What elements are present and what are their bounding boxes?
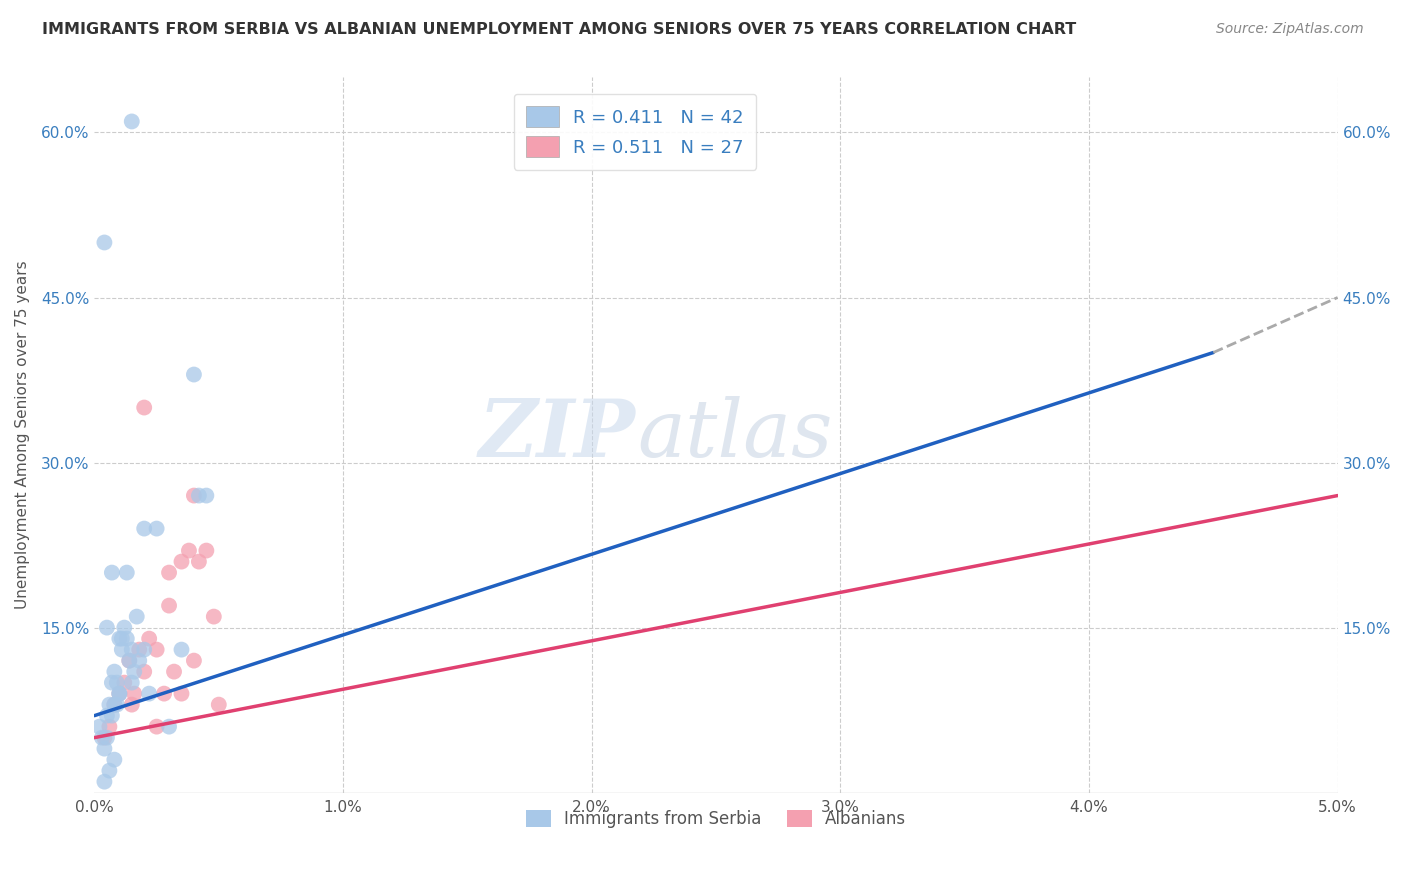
Point <box>153 687 176 701</box>
Point <box>101 675 124 690</box>
Point <box>134 522 156 536</box>
Point <box>157 566 180 580</box>
Point <box>96 731 118 745</box>
Point <box>195 489 218 503</box>
Point <box>105 675 128 690</box>
Point <box>208 698 231 712</box>
Point <box>98 720 121 734</box>
Point <box>177 543 200 558</box>
Point <box>93 741 115 756</box>
Point <box>128 642 150 657</box>
Point <box>96 621 118 635</box>
Point <box>112 675 135 690</box>
Point <box>98 698 121 712</box>
Text: Source: ZipAtlas.com: Source: ZipAtlas.com <box>1216 22 1364 37</box>
Point <box>118 654 141 668</box>
Point <box>122 665 145 679</box>
Point <box>111 632 134 646</box>
Point <box>93 731 115 745</box>
Point <box>145 720 167 734</box>
Point <box>183 654 205 668</box>
Point <box>157 599 180 613</box>
Point <box>187 555 209 569</box>
Point <box>108 687 131 701</box>
Point <box>103 698 125 712</box>
Point <box>202 609 225 624</box>
Point <box>118 654 141 668</box>
Point <box>108 687 131 701</box>
Point <box>157 720 180 734</box>
Y-axis label: Unemployment Among Seniors over 75 years: Unemployment Among Seniors over 75 years <box>15 260 30 609</box>
Point <box>195 543 218 558</box>
Point <box>121 698 143 712</box>
Point <box>170 642 193 657</box>
Point <box>103 698 125 712</box>
Point <box>105 698 128 712</box>
Point <box>121 114 143 128</box>
Text: IMMIGRANTS FROM SERBIA VS ALBANIAN UNEMPLOYMENT AMONG SENIORS OVER 75 YEARS CORR: IMMIGRANTS FROM SERBIA VS ALBANIAN UNEMP… <box>42 22 1077 37</box>
Point <box>134 401 156 415</box>
Point <box>108 687 131 701</box>
Point <box>101 708 124 723</box>
Point <box>103 665 125 679</box>
Point <box>163 665 186 679</box>
Point <box>98 764 121 778</box>
Point <box>101 566 124 580</box>
Point <box>121 675 143 690</box>
Point <box>122 687 145 701</box>
Point <box>103 753 125 767</box>
Legend: Immigrants from Serbia, Albanians: Immigrants from Serbia, Albanians <box>519 803 912 834</box>
Point <box>108 632 131 646</box>
Point <box>112 621 135 635</box>
Text: ZIP: ZIP <box>478 396 636 474</box>
Point <box>138 687 160 701</box>
Point <box>170 555 193 569</box>
Point <box>93 774 115 789</box>
Point <box>90 731 112 745</box>
Point <box>183 368 205 382</box>
Point <box>134 642 156 657</box>
Point <box>170 687 193 701</box>
Point <box>93 235 115 250</box>
Point <box>89 720 111 734</box>
Point <box>96 708 118 723</box>
Point <box>128 654 150 668</box>
Point <box>145 642 167 657</box>
Point <box>121 642 143 657</box>
Point <box>145 522 167 536</box>
Point <box>134 665 156 679</box>
Text: atlas: atlas <box>638 396 834 474</box>
Point <box>125 609 148 624</box>
Point <box>183 489 205 503</box>
Point <box>111 642 134 657</box>
Point <box>138 632 160 646</box>
Point <box>115 632 138 646</box>
Point <box>115 566 138 580</box>
Point <box>187 489 209 503</box>
